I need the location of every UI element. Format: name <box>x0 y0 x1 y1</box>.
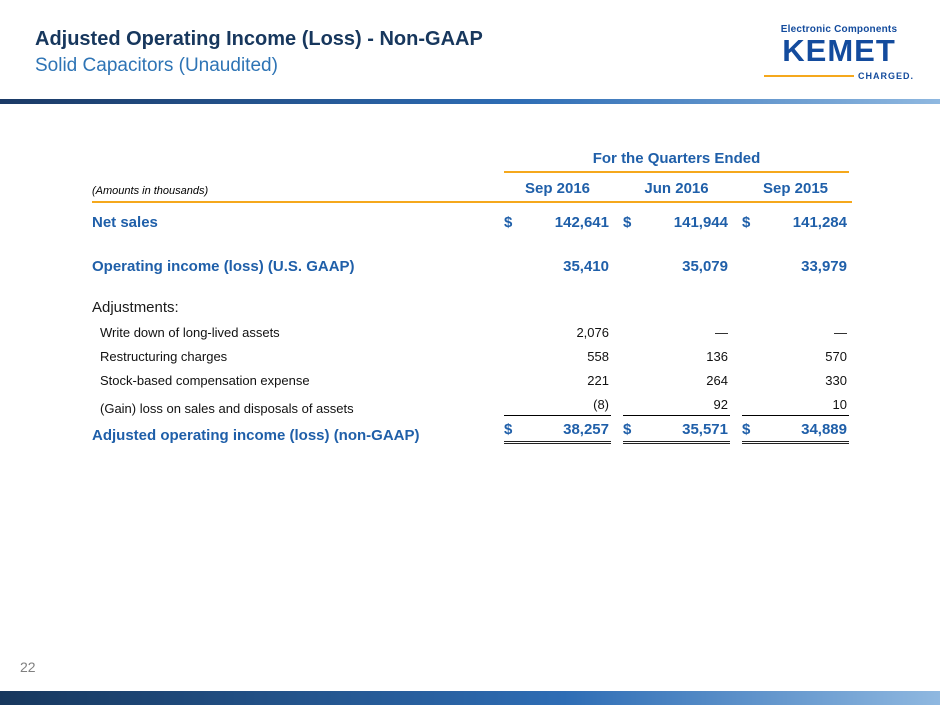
logo-tagline: Electronic Components <box>780 24 898 35</box>
row-label: Write down of long-lived assets <box>100 325 280 340</box>
column-header-row: (Amounts in thousands) Sep 2016 Jun 2016… <box>92 173 852 203</box>
value-text: 264 <box>706 373 728 388</box>
col-header-jun-2016: Jun 2016 <box>644 180 709 197</box>
value-text: 35,571 <box>682 421 728 438</box>
value-text: 2,076 <box>576 325 609 340</box>
value-cell: (8) <box>504 397 611 416</box>
table-row-adjustments-heading: Adjustments: <box>92 299 852 316</box>
value-text: — <box>715 325 728 340</box>
table-row-restructuring: Restructuring charges 558 136 570 <box>92 349 852 364</box>
dollar-sign: $ <box>504 421 513 438</box>
value-text: 570 <box>825 349 847 364</box>
value-text: 10 <box>832 397 847 412</box>
empty-cell <box>623 315 730 316</box>
table-row-net-sales: Net sales $142,641 $141,944 $141,284 <box>92 214 852 231</box>
value-cell: 2,076 <box>504 325 611 340</box>
value-text: (8) <box>593 397 609 412</box>
value-cell: — <box>742 325 849 340</box>
row-label: Adjustments: <box>92 299 179 316</box>
table-row-gain-loss: (Gain) loss on sales and disposals of as… <box>92 397 852 416</box>
value-cell: — <box>623 325 730 340</box>
value-cell: 35,410 <box>504 258 611 275</box>
page-subtitle: Solid Capacitors (Unaudited) <box>35 55 278 76</box>
value-cell: 570 <box>742 349 849 364</box>
value-cell: 35,079 <box>623 258 730 275</box>
page-title: Adjusted Operating Income (Loss) - Non-G… <box>35 28 483 50</box>
dollar-sign: $ <box>623 214 632 231</box>
footer-bar <box>0 691 940 705</box>
col-header-sep-2016: Sep 2016 <box>524 180 591 197</box>
row-label: Net sales <box>92 214 158 231</box>
row-label: Operating income (loss) (U.S. GAAP) <box>92 258 355 275</box>
empty-cell <box>504 315 611 316</box>
value-cell: $141,284 <box>742 214 849 231</box>
amounts-note: (Amounts in thousands) <box>92 185 209 197</box>
value-text: 33,979 <box>801 258 847 275</box>
row-label: (Gain) loss on sales and disposals of as… <box>100 401 354 416</box>
value-text: 136 <box>706 349 728 364</box>
value-text: 330 <box>825 373 847 388</box>
value-text: — <box>834 325 847 340</box>
dollar-sign: $ <box>742 214 751 231</box>
value-cell: 221 <box>504 373 611 388</box>
table-row-write-down: Write down of long-lived assets 2,076 — … <box>92 325 852 340</box>
kemet-logo: Electronic Components KEMET CHARGED. <box>764 24 914 81</box>
dollar-sign: $ <box>742 421 751 438</box>
value-cell: 92 <box>623 397 730 416</box>
value-cell: $142,641 <box>504 214 611 231</box>
value-cell: 136 <box>623 349 730 364</box>
dollar-sign: $ <box>504 214 513 231</box>
value-text: 141,284 <box>792 214 847 231</box>
table-row-stock-compensation: Stock-based compensation expense 221 264… <box>92 373 852 388</box>
gold-underline-decoration <box>764 74 854 77</box>
value-cell: $35,571 <box>623 421 730 444</box>
value-text: 38,257 <box>563 421 609 438</box>
table-row-operating-income: Operating income (loss) (U.S. GAAP) 35,4… <box>92 258 852 275</box>
row-label: Restructuring charges <box>100 349 228 364</box>
brand-wordmark: KEMET <box>782 33 896 68</box>
value-cell: 558 <box>504 349 611 364</box>
value-cell: $141,944 <box>623 214 730 231</box>
value-cell: $34,889 <box>742 421 849 444</box>
value-cell: $38,257 <box>504 421 611 444</box>
empty-cell <box>742 315 849 316</box>
slide-header: Adjusted Operating Income (Loss) - Non-G… <box>35 28 483 77</box>
value-cell: 10 <box>742 397 849 416</box>
value-text: 558 <box>587 349 609 364</box>
value-cell: 330 <box>742 373 849 388</box>
table-row-adjusted-operating-income: Adjusted operating income (loss) (non-GA… <box>92 421 852 444</box>
financial-table: For the Quarters Ended (Amounts in thous… <box>92 150 852 444</box>
value-text: 35,079 <box>682 258 728 275</box>
empty-cell <box>92 172 492 173</box>
page-number: 22 <box>20 659 36 675</box>
dollar-sign: $ <box>623 421 632 438</box>
value-text: 92 <box>713 397 728 412</box>
quarters-ended-header: For the Quarters Ended <box>504 150 849 173</box>
value-cell: 264 <box>623 373 730 388</box>
value-text: 142,641 <box>554 214 609 231</box>
value-text: 221 <box>587 373 609 388</box>
header-divider <box>0 99 940 104</box>
charged-tagline: CHARGED. <box>857 70 914 81</box>
col-header-sep-2015: Sep 2015 <box>762 180 829 197</box>
quarters-header-row: For the Quarters Ended <box>92 150 852 173</box>
value-text: 35,410 <box>563 258 609 275</box>
value-text: 34,889 <box>801 421 847 438</box>
row-label: Adjusted operating income (loss) (non-GA… <box>92 427 420 444</box>
value-text: 141,944 <box>673 214 728 231</box>
row-label: Stock-based compensation expense <box>100 373 310 388</box>
value-cell: 33,979 <box>742 258 849 275</box>
logo-charged-row: CHARGED. <box>764 71 914 81</box>
